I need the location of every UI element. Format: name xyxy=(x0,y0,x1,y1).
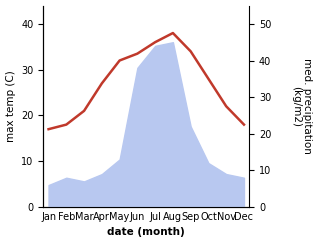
X-axis label: date (month): date (month) xyxy=(107,227,185,237)
Y-axis label: med. precipitation
(kg/m2): med. precipitation (kg/m2) xyxy=(291,58,313,154)
Y-axis label: max temp (C): max temp (C) xyxy=(5,70,16,142)
